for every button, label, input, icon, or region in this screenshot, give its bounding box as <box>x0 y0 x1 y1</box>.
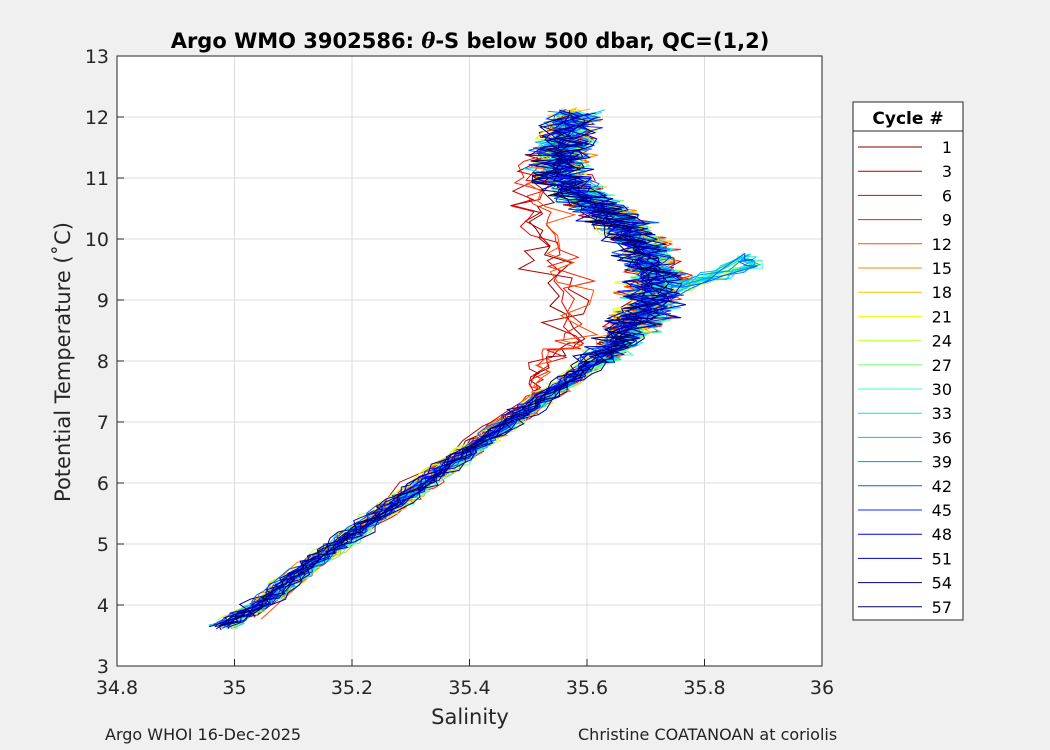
footer-right: Christine COATANOAN at coriolis <box>578 725 838 744</box>
x-tick-label: 35.6 <box>566 677 608 699</box>
legend-box <box>852 101 964 621</box>
legend-label: 1 <box>942 138 952 157</box>
x-tick-label: 34.8 <box>96 677 138 699</box>
legend-label: 42 <box>932 477 952 496</box>
x-tick-label: 35.4 <box>448 677 490 699</box>
x-tick-label: 36 <box>810 677 834 699</box>
legend-label: 51 <box>932 549 952 568</box>
plot-frame <box>116 55 823 667</box>
series-line <box>218 116 678 627</box>
legend-label: 45 <box>932 501 952 520</box>
series-excursion <box>651 254 756 310</box>
y-tick-label: 5 <box>97 534 109 556</box>
y-tick-label: 3 <box>97 656 109 678</box>
legend-label: 18 <box>932 283 952 302</box>
legend-label: 27 <box>932 356 952 375</box>
y-tick-label: 7 <box>97 412 109 434</box>
legend-label: 15 <box>932 259 952 278</box>
series-group <box>208 107 764 631</box>
legend-label: 36 <box>932 428 952 447</box>
y-tick-label: 10 <box>85 229 109 251</box>
legend-label: 48 <box>932 525 952 544</box>
y-tick-label: 8 <box>97 351 109 373</box>
y-tick-labels: 3 4 5 6 7 8 9 10 11 12 13 <box>85 46 109 678</box>
series-line <box>227 117 686 628</box>
y-tick-label: 13 <box>85 46 109 68</box>
legend-label: 33 <box>932 404 952 423</box>
series-excursion <box>657 252 758 308</box>
series-line <box>218 118 669 631</box>
chart-title-suffix: -S below 500 dbar, QC=(1,2) <box>435 29 769 53</box>
x-tick-label: 35 <box>222 677 246 699</box>
legend-label: 6 <box>942 186 952 205</box>
legend-label: 21 <box>932 307 952 326</box>
legend-label: 57 <box>932 598 952 617</box>
legend-label: 3 <box>942 162 952 181</box>
y-axis-label: Potential Temperature (˚C) <box>51 222 75 502</box>
y-tick-label: 11 <box>85 168 109 190</box>
y-tick-label: 12 <box>85 107 109 129</box>
legend-label: 54 <box>932 574 952 593</box>
x-tick-label: 35.8 <box>683 677 725 699</box>
x-tick-label: 35.2 <box>331 677 373 699</box>
legend-title: Cycle # <box>872 109 943 129</box>
legend-label: 39 <box>932 453 952 472</box>
legend-label: 9 <box>942 211 952 230</box>
y-tick-label: 9 <box>97 290 109 312</box>
y-tick-label: 6 <box>97 473 109 495</box>
chart-title: Argo WMO 3902586: θ-S below 500 dbar, QC… <box>171 28 770 53</box>
legend-label: 24 <box>932 332 952 351</box>
footer-left: Argo WHOI 16-Dec-2025 <box>105 725 302 744</box>
x-tick-labels: 34.8 35 35.2 35.4 35.6 35.8 36 <box>96 677 834 699</box>
chart-title-theta: θ <box>421 28 435 53</box>
series-line <box>222 110 668 625</box>
chart-title-prefix: Argo WMO 3902586: <box>171 29 422 53</box>
legend: Cycle # 13691215182124273033363942454851… <box>852 101 964 621</box>
x-axis-label: Salinity <box>431 705 509 729</box>
legend-label: 12 <box>932 235 952 254</box>
series-line <box>214 115 675 628</box>
y-tick-label: 4 <box>97 595 109 617</box>
legend-label: 30 <box>932 380 952 399</box>
